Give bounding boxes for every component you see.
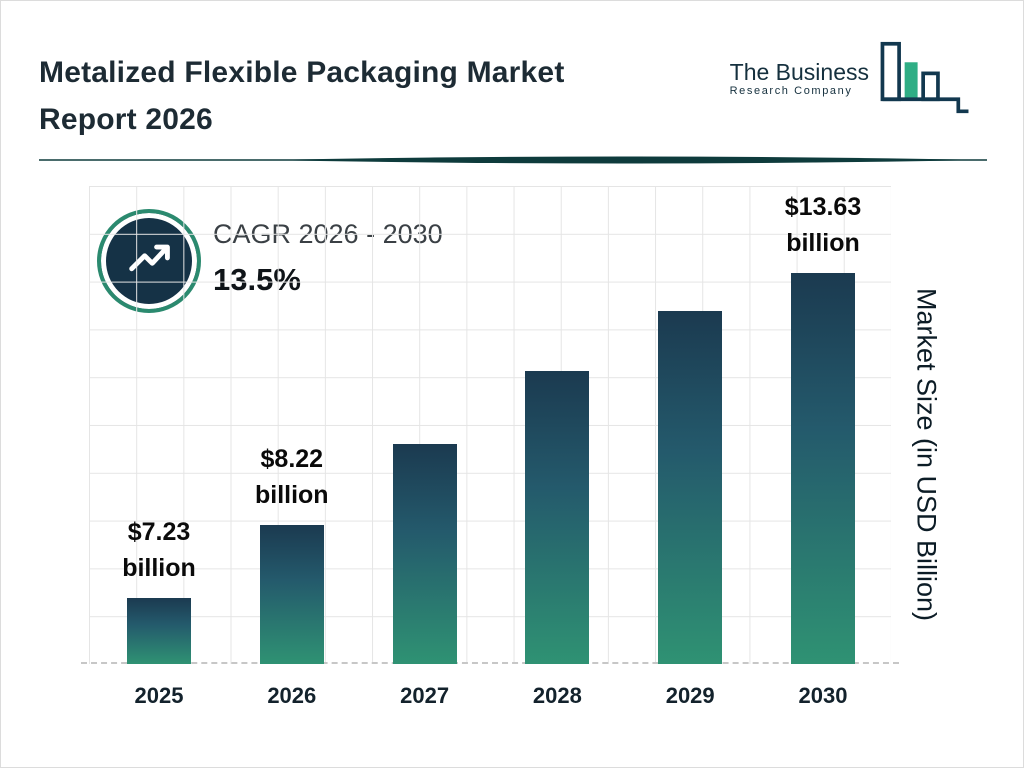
x-axis-label-2027: 2027 bbox=[400, 683, 450, 708]
x-axis-baseline bbox=[81, 662, 899, 664]
company-logo-text: The Business Research Company bbox=[730, 59, 869, 97]
bar-2026 bbox=[259, 525, 324, 664]
bar-value-label-2026: $8.22 billion bbox=[254, 445, 329, 509]
bar-2030 bbox=[791, 273, 855, 664]
bar-2028 bbox=[525, 371, 590, 664]
bar-2025 bbox=[127, 598, 191, 664]
bar-2029 bbox=[658, 311, 723, 664]
bar-value-label-2030: $13.63 billion bbox=[784, 193, 862, 257]
bar-2027 bbox=[392, 444, 457, 664]
x-axis-label-2025: 2025 bbox=[134, 683, 184, 708]
x-axis-label-2026: 2026 bbox=[267, 683, 317, 708]
plot-area: $7.23 billion $8.22 billion $13.63 billion bbox=[81, 186, 899, 664]
bar-chart-logo-icon bbox=[877, 41, 973, 115]
company-subtitle: Research Company bbox=[729, 85, 853, 97]
company-name: The Business bbox=[729, 59, 869, 85]
x-axis-label-2028: 2028 bbox=[532, 683, 582, 708]
x-axis-labels: 2025 2026 2027 2028 2029 2030 bbox=[89, 683, 891, 719]
header-divider bbox=[39, 153, 987, 167]
y-axis-label: Market Size (in USD Billion) bbox=[911, 287, 942, 622]
bar-value-label-2025: $7.23 billion bbox=[122, 518, 196, 582]
page-title: Metalized Flexible Packaging Market Repo… bbox=[39, 49, 565, 143]
page-title-line2: Report 2026 bbox=[39, 103, 213, 136]
x-axis-label-2029: 2029 bbox=[665, 683, 715, 708]
company-logo: The Business Research Company bbox=[730, 41, 973, 115]
x-axis-label-2030: 2030 bbox=[798, 683, 848, 708]
page-title-line1: Metalized Flexible Packaging Market bbox=[39, 56, 565, 89]
